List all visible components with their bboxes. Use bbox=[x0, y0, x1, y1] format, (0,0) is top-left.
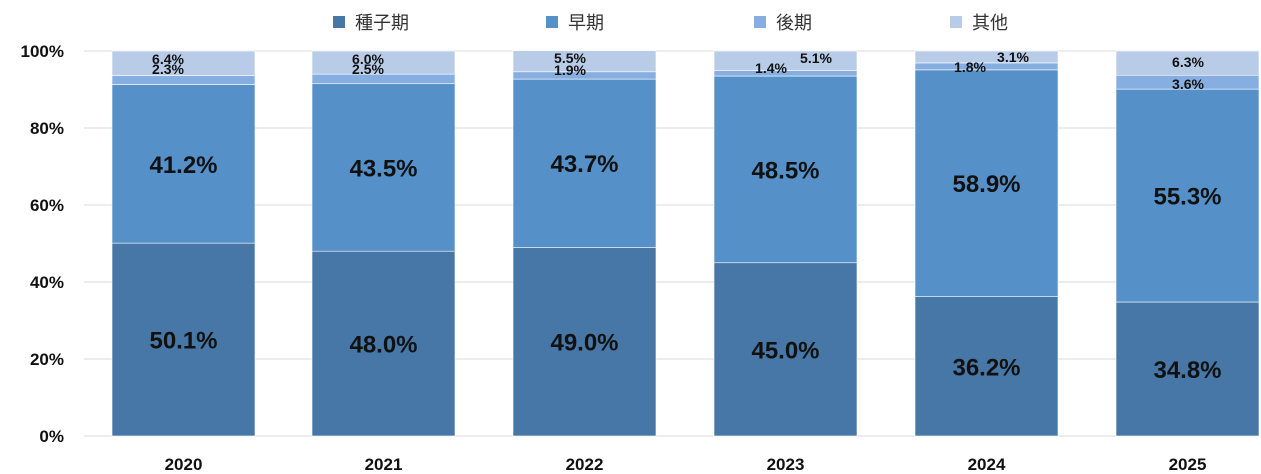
legend-label: 早期 bbox=[568, 13, 604, 34]
data-label-2020-0: 50.1% bbox=[149, 328, 217, 355]
data-label-2024-0: 36.2% bbox=[952, 354, 1020, 381]
y-tick-label: 100% bbox=[21, 42, 64, 61]
legend-swatch bbox=[754, 16, 766, 28]
bars bbox=[111, 50, 1260, 437]
y-tick-label: 80% bbox=[30, 119, 64, 138]
bar-segment-2022-3 bbox=[512, 50, 657, 73]
data-label-2022-3: 5.5% bbox=[554, 50, 586, 66]
x-axis: 2020 2021 2022 2023 2024 2025 bbox=[165, 455, 1207, 474]
data-label-2021-2: 2.5% bbox=[352, 61, 384, 77]
legend: 種子期 早期 後期 其他 bbox=[333, 13, 1008, 34]
x-tick-label: 2024 bbox=[968, 455, 1006, 474]
bar-segment-2020-0 bbox=[111, 242, 256, 437]
bar-segment-2021-3 bbox=[311, 50, 456, 75]
data-label-2021-0: 48.0% bbox=[349, 332, 417, 359]
x-tick-label: 2021 bbox=[365, 455, 403, 474]
bar-segment-2025-1 bbox=[1115, 88, 1260, 303]
x-tick-label: 2020 bbox=[165, 455, 203, 474]
data-label-2025-0: 34.8% bbox=[1153, 357, 1221, 384]
data-label-2024-1: 58.9% bbox=[952, 171, 1020, 198]
data-label-2022-1: 43.7% bbox=[550, 151, 618, 178]
x-tick-label: 2022 bbox=[566, 455, 604, 474]
legend-swatch bbox=[950, 16, 962, 28]
gridlines bbox=[84, 50, 1258, 437]
data-label-2022-0: 49.0% bbox=[550, 330, 618, 357]
data-label-2025-1: 55.3% bbox=[1153, 184, 1221, 211]
data-label-2023-0: 45.0% bbox=[751, 337, 819, 364]
data-label-2021-1: 43.5% bbox=[349, 155, 417, 182]
data-label-2022-2: 1.9% bbox=[554, 62, 586, 78]
x-tick-label: 2025 bbox=[1169, 455, 1207, 474]
legend-swatch bbox=[546, 16, 558, 28]
bar-segment-2020-3 bbox=[111, 50, 256, 76]
y-tick-label: 60% bbox=[30, 196, 64, 215]
bar-segment-2024-0 bbox=[914, 296, 1059, 437]
data-label-2025-2: 3.6% bbox=[1172, 76, 1204, 92]
data-label-2020-1: 41.2% bbox=[149, 152, 217, 179]
bar-segment-2024-2 bbox=[914, 62, 1059, 71]
bar-segment-2024-1 bbox=[914, 69, 1059, 297]
y-axis: 0% 20% 40% 60% 80% 100% bbox=[21, 42, 64, 446]
bar-segment-2025-0 bbox=[1115, 301, 1260, 437]
y-tick-label: 40% bbox=[30, 273, 64, 292]
y-tick-label: 0% bbox=[39, 427, 64, 446]
y-tick-label: 20% bbox=[30, 350, 64, 369]
data-label-2023-1: 48.5% bbox=[751, 157, 819, 184]
bar-segment-2023-3 bbox=[713, 50, 858, 71]
bar-segment-2023-0 bbox=[713, 262, 858, 437]
data-label-2024-2: 1.8% bbox=[954, 59, 986, 75]
data-label-2020-3: 6.4% bbox=[152, 51, 184, 67]
bar-segment-2025-3 bbox=[1115, 50, 1260, 76]
bar-segment-2021-1 bbox=[311, 83, 456, 252]
data-label-2021-3: 6.0% bbox=[352, 51, 384, 67]
data-label-2024-3: 3.1% bbox=[997, 49, 1029, 65]
data-labels: 50.1% 41.2% 2.3%6.4% 48.0% 43.5% 2.5%6.0% 49.0… bbox=[149, 49, 1221, 384]
x-tick-label: 2023 bbox=[767, 455, 805, 474]
legend-label: 後期 bbox=[776, 13, 812, 34]
bar-segment-2024-3 bbox=[914, 50, 1059, 64]
data-label-2025-3: 6.3% bbox=[1172, 54, 1204, 70]
legend-label: 其他 bbox=[972, 13, 1008, 34]
bar-segment-2020-1 bbox=[111, 84, 256, 244]
bar-segment-2023-1 bbox=[713, 75, 858, 264]
data-label-2023-3: 5.1% bbox=[800, 50, 832, 66]
legend-swatch bbox=[333, 16, 345, 28]
bar-segment-2022-1 bbox=[512, 78, 657, 248]
data-label-2023-2: 1.4% bbox=[755, 60, 787, 76]
data-label-2020-2: 2.3% bbox=[152, 61, 184, 77]
legend-label: 種子期 bbox=[355, 13, 409, 34]
